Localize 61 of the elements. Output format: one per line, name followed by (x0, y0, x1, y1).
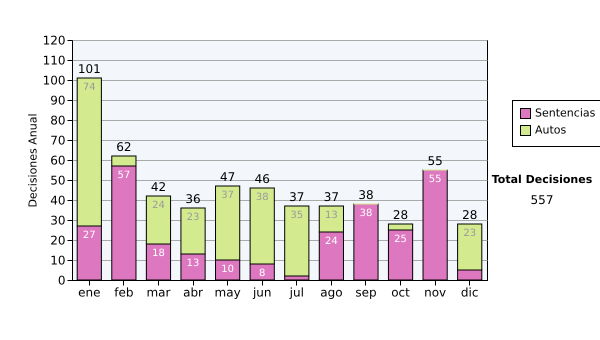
y-tick-label: 110 (42, 54, 66, 68)
total-label: 47 (220, 170, 236, 184)
data-label: 23 (186, 212, 200, 223)
total-label: 46 (254, 172, 270, 186)
data-label: 35 (290, 210, 304, 221)
text: 557 (530, 193, 554, 207)
y-tick-label: 10 (50, 254, 66, 268)
y-tick-label: 70 (50, 134, 66, 148)
legend-label: Autos (535, 124, 567, 136)
text: Total Decisiones (492, 173, 593, 186)
legend-label: Sentencias (535, 106, 596, 120)
data-label: 38 (256, 192, 269, 203)
x-tick-label: abr (183, 286, 204, 300)
x-tick-label: oct (391, 286, 410, 300)
y-tick-label: 20 (50, 234, 66, 248)
data-label: 10 (221, 264, 234, 275)
total-label: 37 (289, 190, 304, 204)
data-label: 27 (82, 230, 96, 241)
x-tick-label: jul (288, 286, 304, 300)
y-tick-label: 60 (50, 154, 66, 168)
data-label: 38 (360, 208, 372, 219)
x-tick-label: nov (424, 286, 446, 300)
y-tick-label: 30 (50, 214, 66, 228)
total-label: 38 (358, 188, 374, 202)
data-label: 37 (221, 190, 234, 201)
y-tick-label: 50 (50, 174, 66, 188)
total-label: 42 (150, 180, 166, 194)
y-tick-label: 80 (50, 114, 66, 128)
bar (284, 206, 310, 276)
total-label: 62 (116, 140, 132, 154)
x-tick-label: ene (78, 286, 100, 300)
data-label: 74 (82, 82, 96, 93)
data-label: 18 (152, 248, 165, 259)
y-tick-label: 120 (42, 34, 66, 48)
total-label: 28 (392, 208, 408, 222)
y-tick-label: 0 (58, 274, 66, 288)
x-tick-label: dic (460, 286, 478, 300)
data-label: 24 (152, 200, 165, 211)
total-label: 55 (427, 154, 443, 168)
total-label: 36 (185, 192, 201, 206)
y-tick-label: 40 (50, 194, 66, 208)
total-label: 101 (78, 62, 101, 76)
data-label: 8 (259, 268, 266, 279)
x-tick-label: mar (146, 286, 171, 300)
x-tick-label: sep (355, 286, 377, 300)
y-tick-label: 100 (42, 74, 66, 88)
x-tick-label: may (214, 286, 241, 300)
data-label: 57 (118, 170, 130, 181)
x-tick-label: jun (252, 286, 272, 300)
total-label: 37 (324, 190, 340, 204)
data-label: 24 (325, 236, 338, 247)
data-label: 23 (463, 228, 476, 239)
x-tick-label: ago (320, 286, 343, 300)
data-label: 55 (428, 174, 442, 185)
y-axis-title: Decisiones Anual (26, 113, 40, 208)
data-label: 13 (186, 258, 200, 269)
y-tick-label: 90 (50, 94, 66, 108)
x-tick-label: feb (114, 286, 134, 300)
total-label: 28 (462, 208, 478, 222)
data-label: 13 (325, 210, 338, 221)
data-label: 25 (394, 234, 407, 245)
